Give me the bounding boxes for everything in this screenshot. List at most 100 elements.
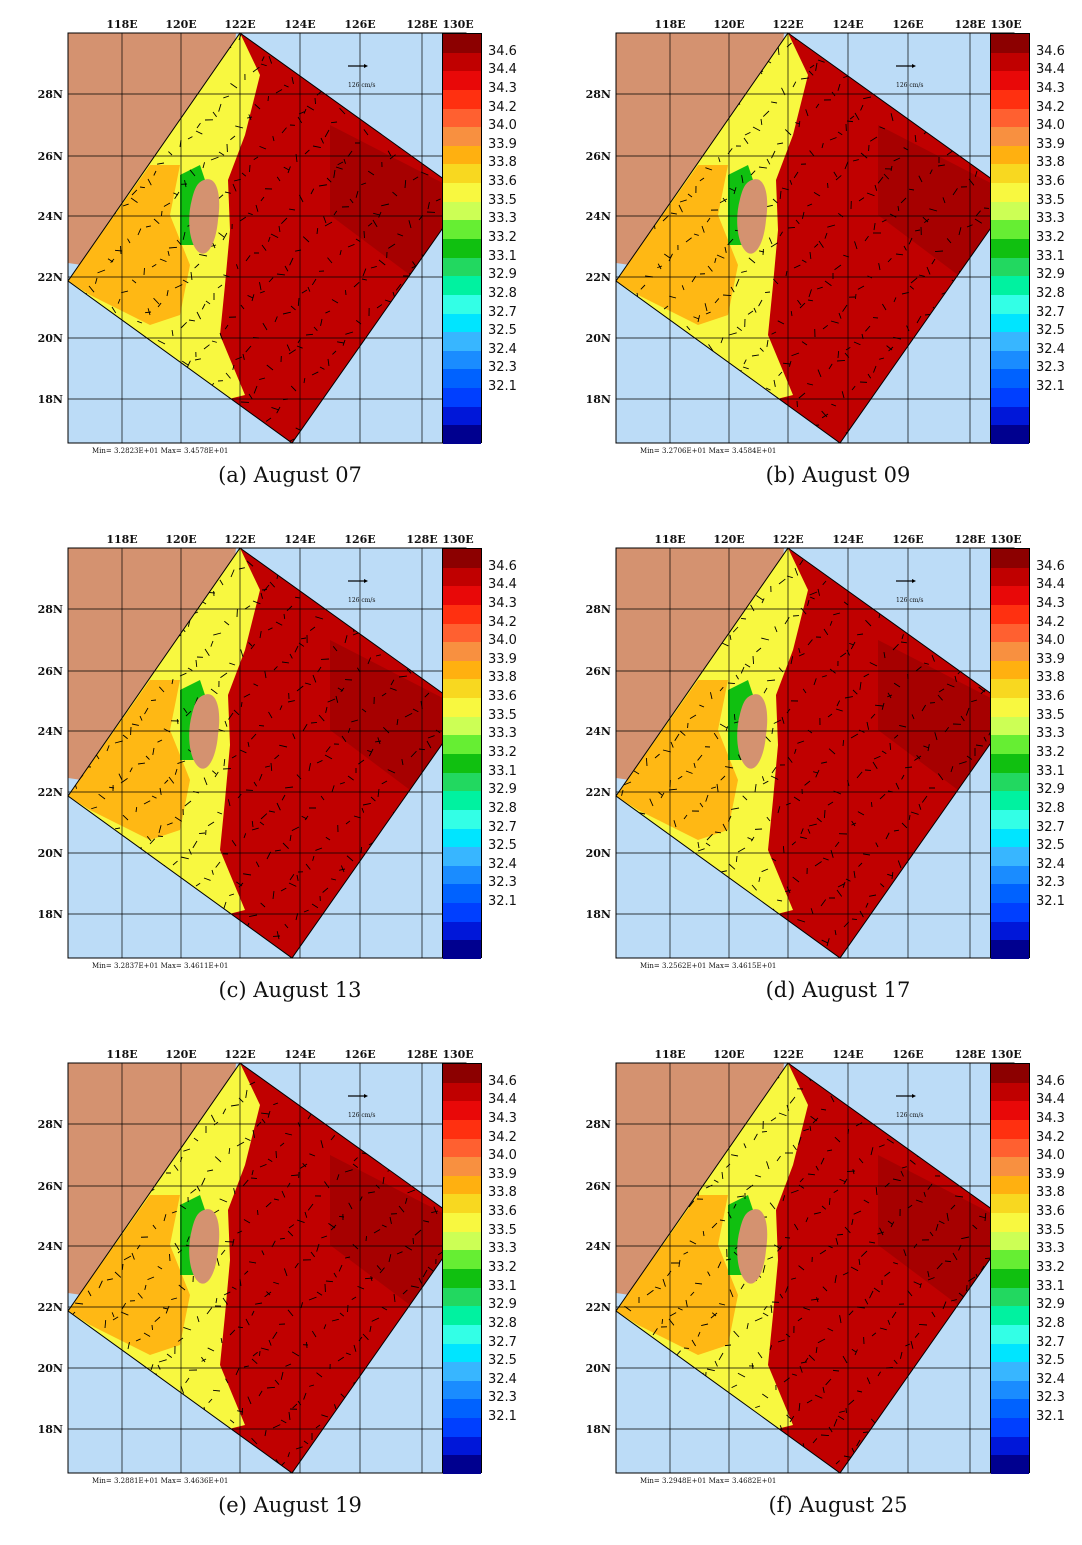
colorbar-tick-label: 32.3 <box>1036 361 1065 375</box>
colorbar-tick-label: 33.6 <box>1036 690 1065 704</box>
colorbar-swatch <box>991 829 1029 848</box>
colorbar-swatch <box>443 1437 481 1456</box>
min-max-readout: Min= 3.2706E+01 Max= 3.4584E+01 <box>640 447 776 455</box>
colorbar-swatch <box>991 1120 1029 1139</box>
colorbar-swatch <box>991 1399 1029 1418</box>
colorbar-swatch <box>443 1269 481 1288</box>
colorbar-swatch <box>443 202 481 221</box>
colorbar-swatch <box>991 605 1029 624</box>
colorbar-swatch <box>443 1194 481 1213</box>
reference-vector-label: 126 cm/s <box>896 597 924 604</box>
longitude-tick-label: 130E <box>442 1048 473 1061</box>
colorbar-tick-label: 34.0 <box>1036 1149 1065 1163</box>
longitude-tick-label: 130E <box>990 533 1021 546</box>
colorbar-tick-label: 32.4 <box>1036 343 1065 357</box>
colorbar-swatch <box>443 1176 481 1195</box>
colorbar-swatch <box>991 1418 1029 1437</box>
colorbar-swatch <box>443 332 481 351</box>
colorbar-swatch <box>991 369 1029 388</box>
colorbar-swatch <box>443 127 481 146</box>
colorbar-tick-label: 34.3 <box>1036 82 1065 96</box>
colorbar-swatch <box>991 388 1029 407</box>
colorbar-swatch <box>991 183 1029 202</box>
latitude-tick-label: 18N <box>38 908 63 921</box>
colorbar-swatch <box>443 791 481 810</box>
colorbar-tick-label: 32.5 <box>488 324 517 338</box>
colorbar-swatch <box>443 407 481 426</box>
longitude-tick-label: 128E <box>406 1048 437 1061</box>
min-max-readout: Min= 3.2881E+01 Max= 3.4636E+01 <box>92 1477 228 1485</box>
latitude-tick-label: 26N <box>586 150 611 163</box>
reference-vector-label: 126 cm/s <box>348 1112 376 1119</box>
colorbar-swatch <box>443 239 481 258</box>
colorbar-tick-label: 34.2 <box>488 1131 517 1145</box>
colorbar-swatch <box>991 1250 1029 1269</box>
colorbar-swatch <box>991 884 1029 903</box>
colorbar-tick-label: 32.1 <box>1036 380 1065 394</box>
colorbar-tick-label: 33.3 <box>488 212 517 226</box>
colorbar-swatch <box>443 605 481 624</box>
colorbar-tick-label: 33.2 <box>488 1261 517 1275</box>
colorbar-tick-label: 32.4 <box>488 343 517 357</box>
colorbar <box>442 1063 482 1473</box>
colorbar-swatch <box>443 276 481 295</box>
colorbar-swatch <box>443 1362 481 1381</box>
colorbar-swatch <box>991 642 1029 661</box>
colorbar-swatch <box>443 679 481 698</box>
colorbar-tick-label: 34.3 <box>488 1112 517 1126</box>
colorbar-swatch <box>443 1344 481 1363</box>
colorbar-swatch <box>991 53 1029 72</box>
colorbar-swatch <box>443 810 481 829</box>
colorbar-swatch <box>443 369 481 388</box>
longitude-tick-label: 120E <box>713 18 744 31</box>
colorbar-tick-label: 32.4 <box>1036 1373 1065 1387</box>
colorbar-tick-label: 33.5 <box>1036 709 1065 723</box>
colorbar-tick-label: 32.5 <box>1036 324 1065 338</box>
colorbar-tick-label: 32.9 <box>1036 268 1065 282</box>
colorbar-tick-label: 33.9 <box>1036 653 1065 667</box>
colorbar-tick-label: 33.2 <box>488 746 517 760</box>
colorbar-tick-label: 33.8 <box>488 1186 517 1200</box>
colorbar-swatch <box>991 549 1029 568</box>
colorbar-swatch <box>443 1455 481 1474</box>
latitude-tick-label: 18N <box>586 1423 611 1436</box>
latitude-tick-label: 26N <box>586 665 611 678</box>
colorbar-swatch <box>991 314 1029 333</box>
latitude-tick-label: 20N <box>38 1362 63 1375</box>
colorbar-tick-label: 33.1 <box>488 250 517 264</box>
colorbar-swatch <box>991 1083 1029 1102</box>
colorbar-tick-label: 33.3 <box>488 1242 517 1256</box>
colorbar-swatch <box>991 810 1029 829</box>
colorbar-tick-label: 33.2 <box>1036 1261 1065 1275</box>
colorbar-swatch <box>991 220 1029 239</box>
colorbar-swatch <box>991 109 1029 128</box>
reference-vector-label: 126 cm/s <box>348 82 376 89</box>
colorbar-tick-label: 33.8 <box>1036 671 1065 685</box>
colorbar-tick-label: 34.2 <box>488 101 517 115</box>
longitude-tick-label: 126E <box>892 533 923 546</box>
colorbar-swatch <box>443 1288 481 1307</box>
reference-vector-label: 126 cm/s <box>348 597 376 604</box>
colorbar-tick-label: 32.5 <box>1036 839 1065 853</box>
colorbar-tick-label: 33.5 <box>488 709 517 723</box>
colorbar <box>990 33 1030 443</box>
latitude-tick-label: 26N <box>38 1180 63 1193</box>
longitude-tick-label: 130E <box>990 18 1021 31</box>
longitude-tick-label: 126E <box>892 1048 923 1061</box>
colorbar-swatch <box>991 1232 1029 1251</box>
colorbar-tick-label: 34.0 <box>1036 119 1065 133</box>
colorbar-swatch <box>991 295 1029 314</box>
latitude-tick-label: 22N <box>586 786 611 799</box>
latitude-tick-label: 24N <box>586 725 611 738</box>
latitude-tick-label: 28N <box>586 603 611 616</box>
reference-vector-label: 126 cm/s <box>896 1112 924 1119</box>
latitude-tick-label: 28N <box>38 88 63 101</box>
colorbar-swatch <box>443 624 481 643</box>
longitude-tick-label: 118E <box>106 18 137 31</box>
latitude-tick-label: 20N <box>38 332 63 345</box>
